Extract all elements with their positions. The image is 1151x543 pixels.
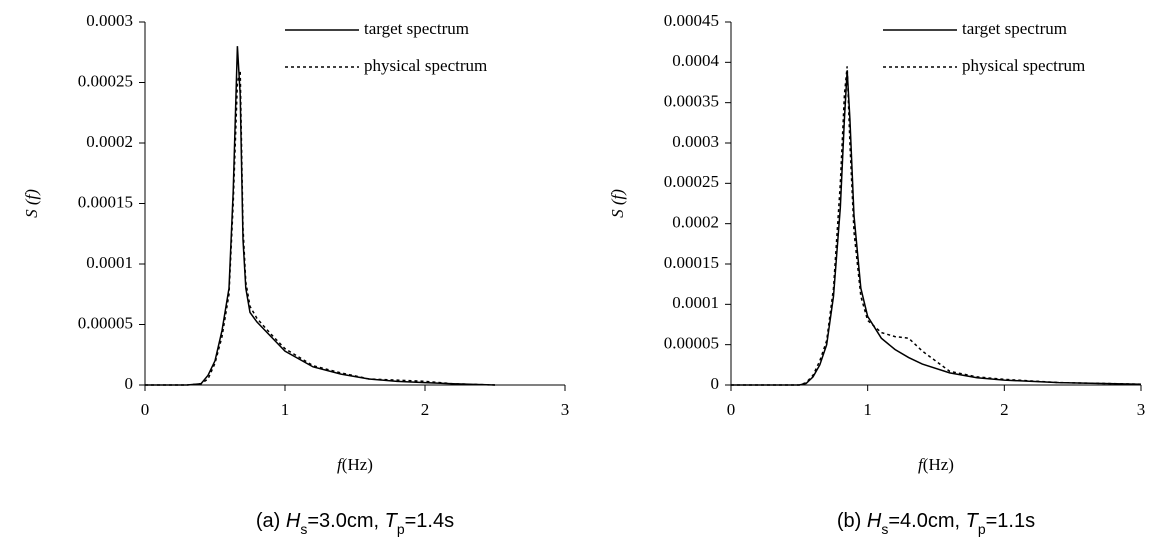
legend-label: target spectrum [364,19,469,38]
y-tick-label: 0.00025 [78,71,133,90]
caption-part: H [286,510,301,532]
caption-part: p [397,521,405,537]
caption: (a) Hs=3.0cm, Tp=1.4s [256,510,454,536]
x-axis-label: f(Hz) [918,455,954,474]
y-tick-label: 0.00025 [664,172,719,191]
legend-label: target spectrum [962,19,1067,38]
x-tick-label: 1 [281,400,290,419]
y-tick-label: 0.0002 [672,213,719,232]
y-tick-label: 0.0001 [672,293,719,312]
caption-part: s [881,521,888,537]
x-tick-label: 3 [1137,400,1146,419]
y-tick-label: 0.0001 [86,253,133,272]
y-tick-label: 0.0002 [86,132,133,151]
y-tick-label: 0.00015 [78,192,133,211]
caption: (b) Hs=4.0cm, Tp=1.1s [837,510,1035,536]
y-tick-label: 0 [125,374,134,393]
y-axis-label: S (f) [608,189,627,218]
spectrum-line [145,46,496,386]
caption-part: (a) [256,510,286,532]
x-tick-label: 2 [1000,400,1009,419]
caption-part: (b) [837,510,867,532]
x-axis-label-part: f [918,455,925,474]
x-tick-label: 3 [561,400,570,419]
legend-label: physical spectrum [962,56,1085,75]
caption-part: T [966,510,980,532]
y-tick-label: 0 [711,374,720,393]
y-tick-label: 0.0003 [86,11,133,30]
x-axis-label-part: (Hz) [923,455,954,474]
y-tick-label: 0.0003 [672,132,719,151]
x-axis-label-part: f [337,455,344,474]
legend-label: physical spectrum [364,56,487,75]
caption-part: p [978,521,986,537]
spectrum-line [731,66,1142,386]
y-tick-label: 0.00015 [664,253,719,272]
x-tick-label: 0 [141,400,150,419]
caption-part: =3.0cm, [307,510,384,532]
x-axis-label: f(Hz) [337,455,373,474]
y-tick-label: 0.00005 [78,313,133,332]
x-tick-label: 2 [421,400,430,419]
x-tick-label: 0 [727,400,736,419]
x-tick-label: 1 [863,400,872,419]
y-tick-label: 0.00045 [664,11,719,30]
caption-part: T [385,510,399,532]
y-tick-label: 0.0004 [672,51,719,70]
caption-part: =4.0cm, [888,510,965,532]
x-axis-label-part: (Hz) [342,455,373,474]
y-tick-label: 0.00035 [664,92,719,111]
spectrum-line [145,70,496,386]
caption-part: H [867,510,882,532]
spectrum-line [731,70,1142,386]
y-axis-label: S (f) [22,189,41,218]
caption-part: =1.1s [986,510,1035,532]
caption-part: =1.4s [405,510,454,532]
y-tick-label: 0.00005 [664,334,719,353]
caption-part: s [300,521,307,537]
